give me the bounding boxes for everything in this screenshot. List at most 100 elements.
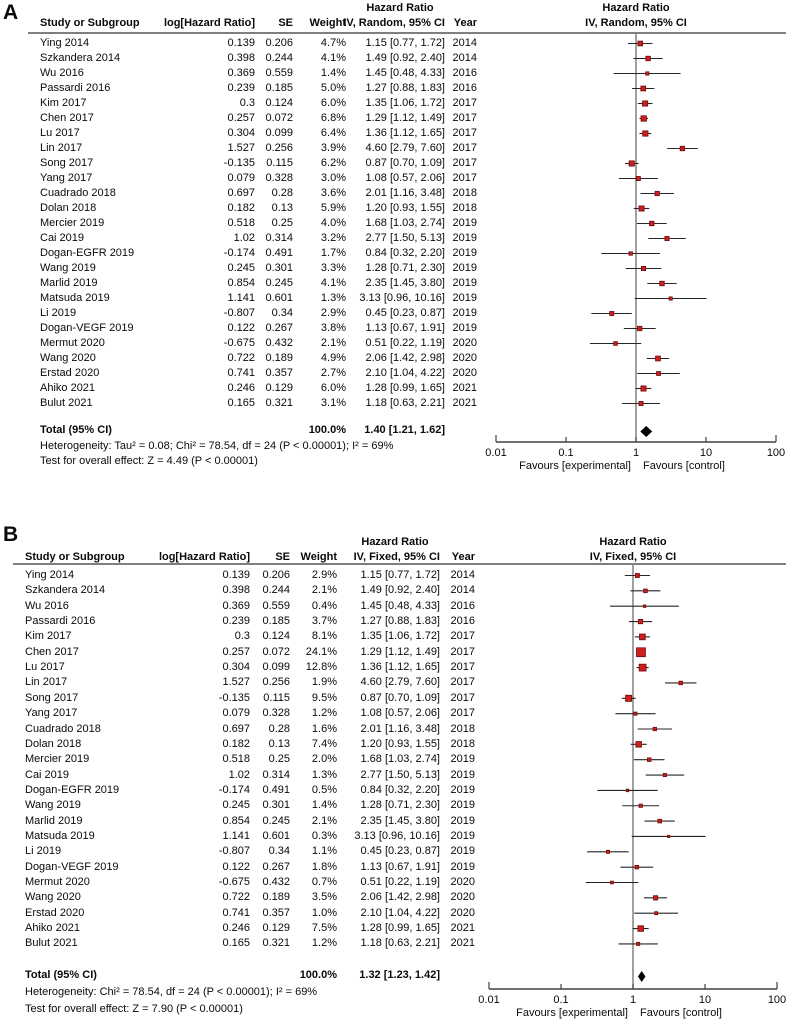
log-hr: 0.854 [222, 814, 250, 827]
log-hr: 0.697 [222, 722, 250, 735]
study-row: Dogan-EGFR 2019 -0.174 0.491 1.7% 0.84 [0.32… [0, 246, 793, 261]
study-name: Mercier 2019 [40, 217, 105, 229]
axis-tick-label: 0.1 [553, 994, 568, 1006]
study-row: Yang 2017 0.079 0.328 3.0% 1.08 [0.57, 2.06]… [0, 171, 793, 186]
col-header-year: Year [451, 551, 475, 563]
log-hr: -0.135 [223, 157, 255, 169]
study-name: Wang 2019 [25, 799, 81, 812]
hr-ci: 0.84 [0.32, 2.20] [360, 783, 440, 796]
hr-ci: 1.18 [0.63, 2.21] [365, 397, 445, 409]
log-hr: 0.122 [222, 860, 250, 873]
weight: 3.0% [320, 172, 346, 184]
overall-effect-text: Test for overall effect: Z = 4.49 (P < 0… [40, 455, 258, 467]
se: 0.13 [271, 202, 293, 214]
hr-ci: 1.28 [0.71, 2.30] [365, 262, 445, 274]
axis-tick-label: 100 [768, 994, 786, 1006]
log-hr: 1.527 [227, 142, 255, 154]
weight: 1.1% [311, 845, 337, 858]
hr-ci: 2.35 [1.45, 3.80] [360, 814, 440, 827]
log-hr: 0.741 [222, 906, 250, 919]
total-ci: 1.32 [1.23, 1.42] [359, 969, 440, 981]
study-row: Lu 2017 0.304 0.099 6.4% 1.36 [1.12, 1.65] 20… [0, 126, 793, 141]
log-hr: 0.165 [227, 397, 255, 409]
log-hr: 0.722 [222, 891, 250, 904]
log-hr: 0.257 [227, 112, 255, 124]
study-row: Yang 2017 0.079 0.328 1.2% 1.08 [0.57, 2.06]… [0, 706, 793, 721]
study-name: Erstad 2020 [25, 906, 85, 919]
year: 2019 [452, 322, 477, 334]
study-row: Matsuda 2019 1.141 0.601 1.3% 3.13 [0.96, 10… [0, 291, 793, 306]
se: 0.185 [262, 615, 290, 628]
col-header-loghr: log[Hazard Ratio] [158, 551, 250, 563]
se: 0.34 [268, 845, 290, 858]
study-name: Song 2017 [25, 691, 79, 704]
log-hr: 0.369 [227, 67, 255, 79]
log-hr: 0.722 [227, 352, 255, 364]
study-row: Ying 2014 0.139 0.206 2.9% 1.15 [0.77, 1.72]… [0, 568, 793, 583]
se: 0.244 [262, 584, 290, 597]
log-hr: 0.246 [222, 922, 250, 935]
favours-right-label: Favours [control] [643, 460, 725, 472]
se: 0.328 [265, 172, 293, 184]
year: 2021 [452, 397, 477, 409]
study-name: Mermut 2020 [25, 876, 90, 888]
study-name: Lin 2017 [25, 676, 68, 689]
hr-ci: 1.49 [0.92, 2.40] [360, 584, 440, 597]
log-hr: 0.139 [222, 569, 250, 581]
study-name: Ahiko 2021 [25, 922, 81, 935]
hr-ci: 1.27 [0.88, 1.83] [360, 615, 440, 628]
log-hr: 0.518 [227, 217, 255, 229]
weight: 1.3% [311, 768, 337, 781]
se: 0.314 [262, 768, 290, 781]
study-row: Szkandera 2014 0.398 0.244 4.1% 1.49 [0.92, … [0, 51, 793, 66]
se: 0.25 [271, 217, 293, 229]
hr-ci: 1.28 [0.71, 2.30] [360, 799, 440, 812]
year: 2017 [452, 172, 477, 184]
year: 2019 [452, 217, 477, 229]
weight: 3.1% [320, 397, 346, 409]
year: 2017 [450, 676, 475, 689]
weight: 8.1% [311, 630, 337, 643]
log-hr: 0.165 [222, 937, 250, 950]
study-row: Szkandera 2014 0.398 0.244 2.1% 1.49 [0.92, … [0, 583, 793, 598]
se: 0.072 [265, 112, 293, 124]
favours-right-label: Favours [control] [640, 1007, 722, 1019]
study-row: Mermut 2020 -0.675 0.432 0.7% 0.51 [0.22, 1.… [0, 875, 793, 890]
study-row: Mercier 2019 0.518 0.25 4.0% 1.68 [1.03, 2.7… [0, 216, 793, 231]
se: 0.115 [266, 157, 293, 169]
study-name: Passardi 2016 [25, 615, 96, 628]
weight: 2.0% [311, 753, 337, 766]
study-name: Cuadrado 2018 [25, 722, 101, 735]
col-header-year: Year [453, 17, 477, 29]
study-name: Wang 2020 [25, 891, 81, 904]
log-hr: -0.174 [223, 247, 255, 259]
col-header-se: SE [275, 551, 290, 563]
study-row: Ahiko 2021 0.246 0.129 6.0% 1.28 [0.99, 1.65… [0, 381, 793, 396]
study-row: Ahiko 2021 0.246 0.129 7.5% 1.28 [0.99, 1.65… [0, 921, 793, 936]
log-hr: -0.675 [223, 337, 255, 349]
year: 2019 [450, 829, 475, 842]
year: 2016 [452, 67, 477, 79]
hazard-ratio-column-title: Hazard Ratio [361, 536, 429, 548]
study-name: Li 2019 [25, 845, 62, 858]
year: 2019 [450, 845, 475, 858]
log-hr: 0.079 [222, 707, 250, 720]
study-row: Ying 2014 0.139 0.206 4.7% 1.15 [0.77, 1.72]… [0, 36, 793, 51]
se: 0.129 [262, 922, 290, 935]
study-row: Cai 2019 1.02 0.314 3.2% 2.77 [1.50, 5.13] 20… [0, 231, 793, 246]
weight: 4.9% [320, 352, 346, 364]
weight: 1.6% [311, 722, 337, 735]
header-divider [13, 563, 786, 565]
weight: 4.1% [320, 277, 346, 289]
log-hr: 0.239 [227, 82, 255, 94]
study-row: Dolan 2018 0.182 0.13 7.4% 1.20 [0.93, 1.55]… [0, 737, 793, 752]
study-name: Yang 2017 [40, 172, 93, 184]
year: 2019 [450, 814, 475, 827]
year: 2020 [450, 906, 475, 919]
weight: 6.8% [320, 112, 346, 124]
year: 2019 [450, 783, 475, 796]
year: 2016 [452, 82, 477, 94]
hr-ci: 2.06 [1.42, 2.98] [365, 352, 445, 364]
study-name: Bulut 2021 [40, 397, 93, 409]
study-row: Marlid 2019 0.854 0.245 2.1% 2.35 [1.45, 3.8… [0, 814, 793, 829]
